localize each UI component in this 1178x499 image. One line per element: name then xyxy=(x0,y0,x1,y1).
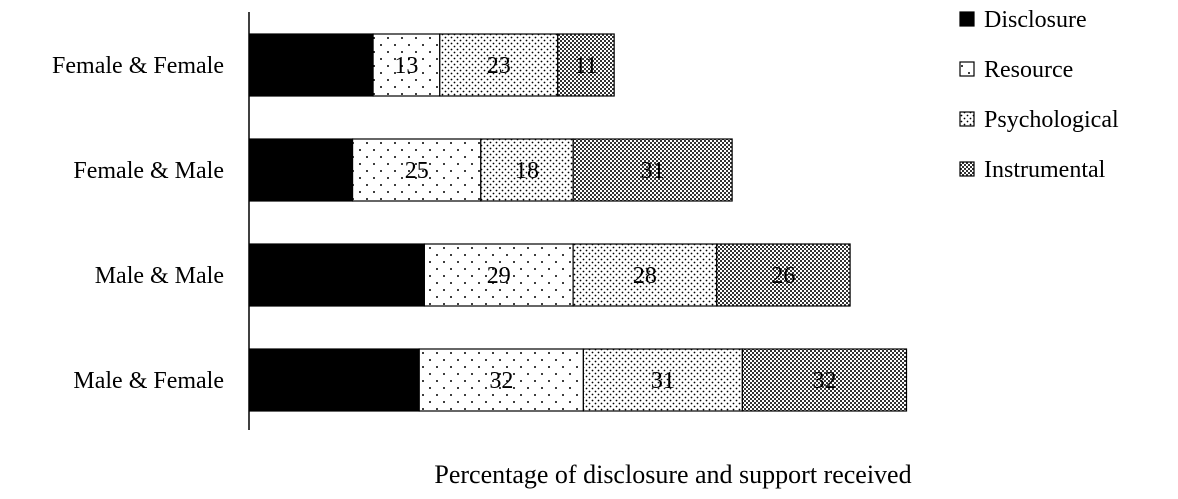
data-label-psychological-male-male: 28 xyxy=(633,263,657,289)
data-label-instrumental-male-female: 32 xyxy=(812,368,836,394)
data-label-instrumental-female-female: 11 xyxy=(574,53,597,79)
data-label-resource-female-female: 13 xyxy=(394,53,418,79)
category-label-male-female: Male & Female xyxy=(73,368,224,394)
bar-psychological-female-female xyxy=(439,33,559,97)
data-label-instrumental-female-male: 31 xyxy=(641,158,665,184)
bar-disclosure-male-male xyxy=(249,243,425,307)
category-labels: Female & Female Female & Male Male & Male M… xyxy=(52,53,224,394)
data-label-resource-female-male: 25 xyxy=(405,158,429,184)
legend: Disclosure Resource Psychological Instrumen… xyxy=(959,7,1119,183)
legend-label-resource: Resource xyxy=(984,57,1073,83)
category-label-female-female: Female & Female xyxy=(52,53,224,79)
bar-instrumental-male-female xyxy=(741,348,908,412)
bar-instrumental-female-female xyxy=(557,33,615,97)
bar-psychological-male-male xyxy=(572,243,718,307)
legend-label-instrumental: Instrumental xyxy=(984,157,1106,183)
data-label-resource-male-female: 32 xyxy=(489,368,513,394)
data-label-psychological-female-male: 18 xyxy=(515,158,539,184)
legend-swatch-instrumental xyxy=(959,161,975,177)
data-label-instrumental-male-male: 26 xyxy=(771,263,795,289)
legend-swatch-psychological xyxy=(959,111,975,127)
legend-swatch-disclosure xyxy=(959,11,975,27)
bar-psychological-male-female xyxy=(582,348,743,412)
data-label-psychological-female-female: 23 xyxy=(487,53,511,79)
bar-disclosure-male-female xyxy=(249,348,420,412)
bar-resource-male-female xyxy=(418,348,584,412)
bar-disclosure-female-male xyxy=(249,138,354,202)
bar-instrumental-female-male xyxy=(572,138,733,202)
x-axis-title: Percentage of disclosure and support rec… xyxy=(434,460,911,489)
data-label-resource-male-male: 29 xyxy=(487,263,511,289)
category-label-female-male: Female & Male xyxy=(73,158,224,184)
bars-group: 13 23 11 25 18 31 29 28 26 32 31 32 xyxy=(249,33,908,412)
bar-instrumental-male-male xyxy=(716,243,851,307)
legend-swatch-resource xyxy=(959,61,975,77)
legend-label-disclosure: Disclosure xyxy=(984,7,1087,33)
bar-disclosure-female-female xyxy=(249,33,374,97)
category-label-male-male: Male & Male xyxy=(95,263,224,289)
legend-label-psychological: Psychological xyxy=(984,107,1119,133)
data-label-psychological-male-female: 31 xyxy=(651,368,675,394)
